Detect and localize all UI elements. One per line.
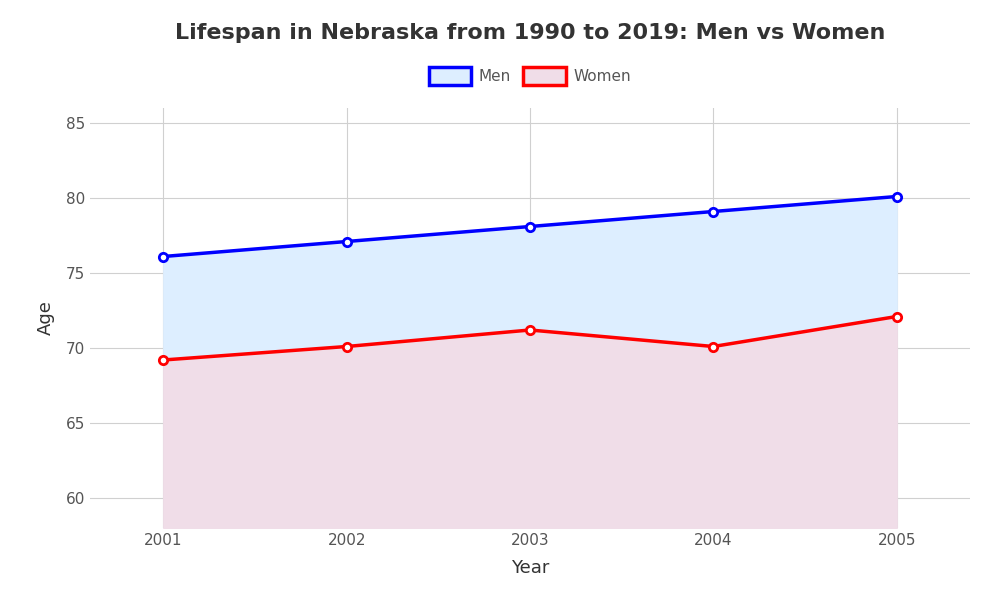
- Legend: Men, Women: Men, Women: [422, 61, 638, 91]
- X-axis label: Year: Year: [511, 559, 549, 577]
- Title: Lifespan in Nebraska from 1990 to 2019: Men vs Women: Lifespan in Nebraska from 1990 to 2019: …: [175, 23, 885, 43]
- Y-axis label: Age: Age: [37, 301, 55, 335]
